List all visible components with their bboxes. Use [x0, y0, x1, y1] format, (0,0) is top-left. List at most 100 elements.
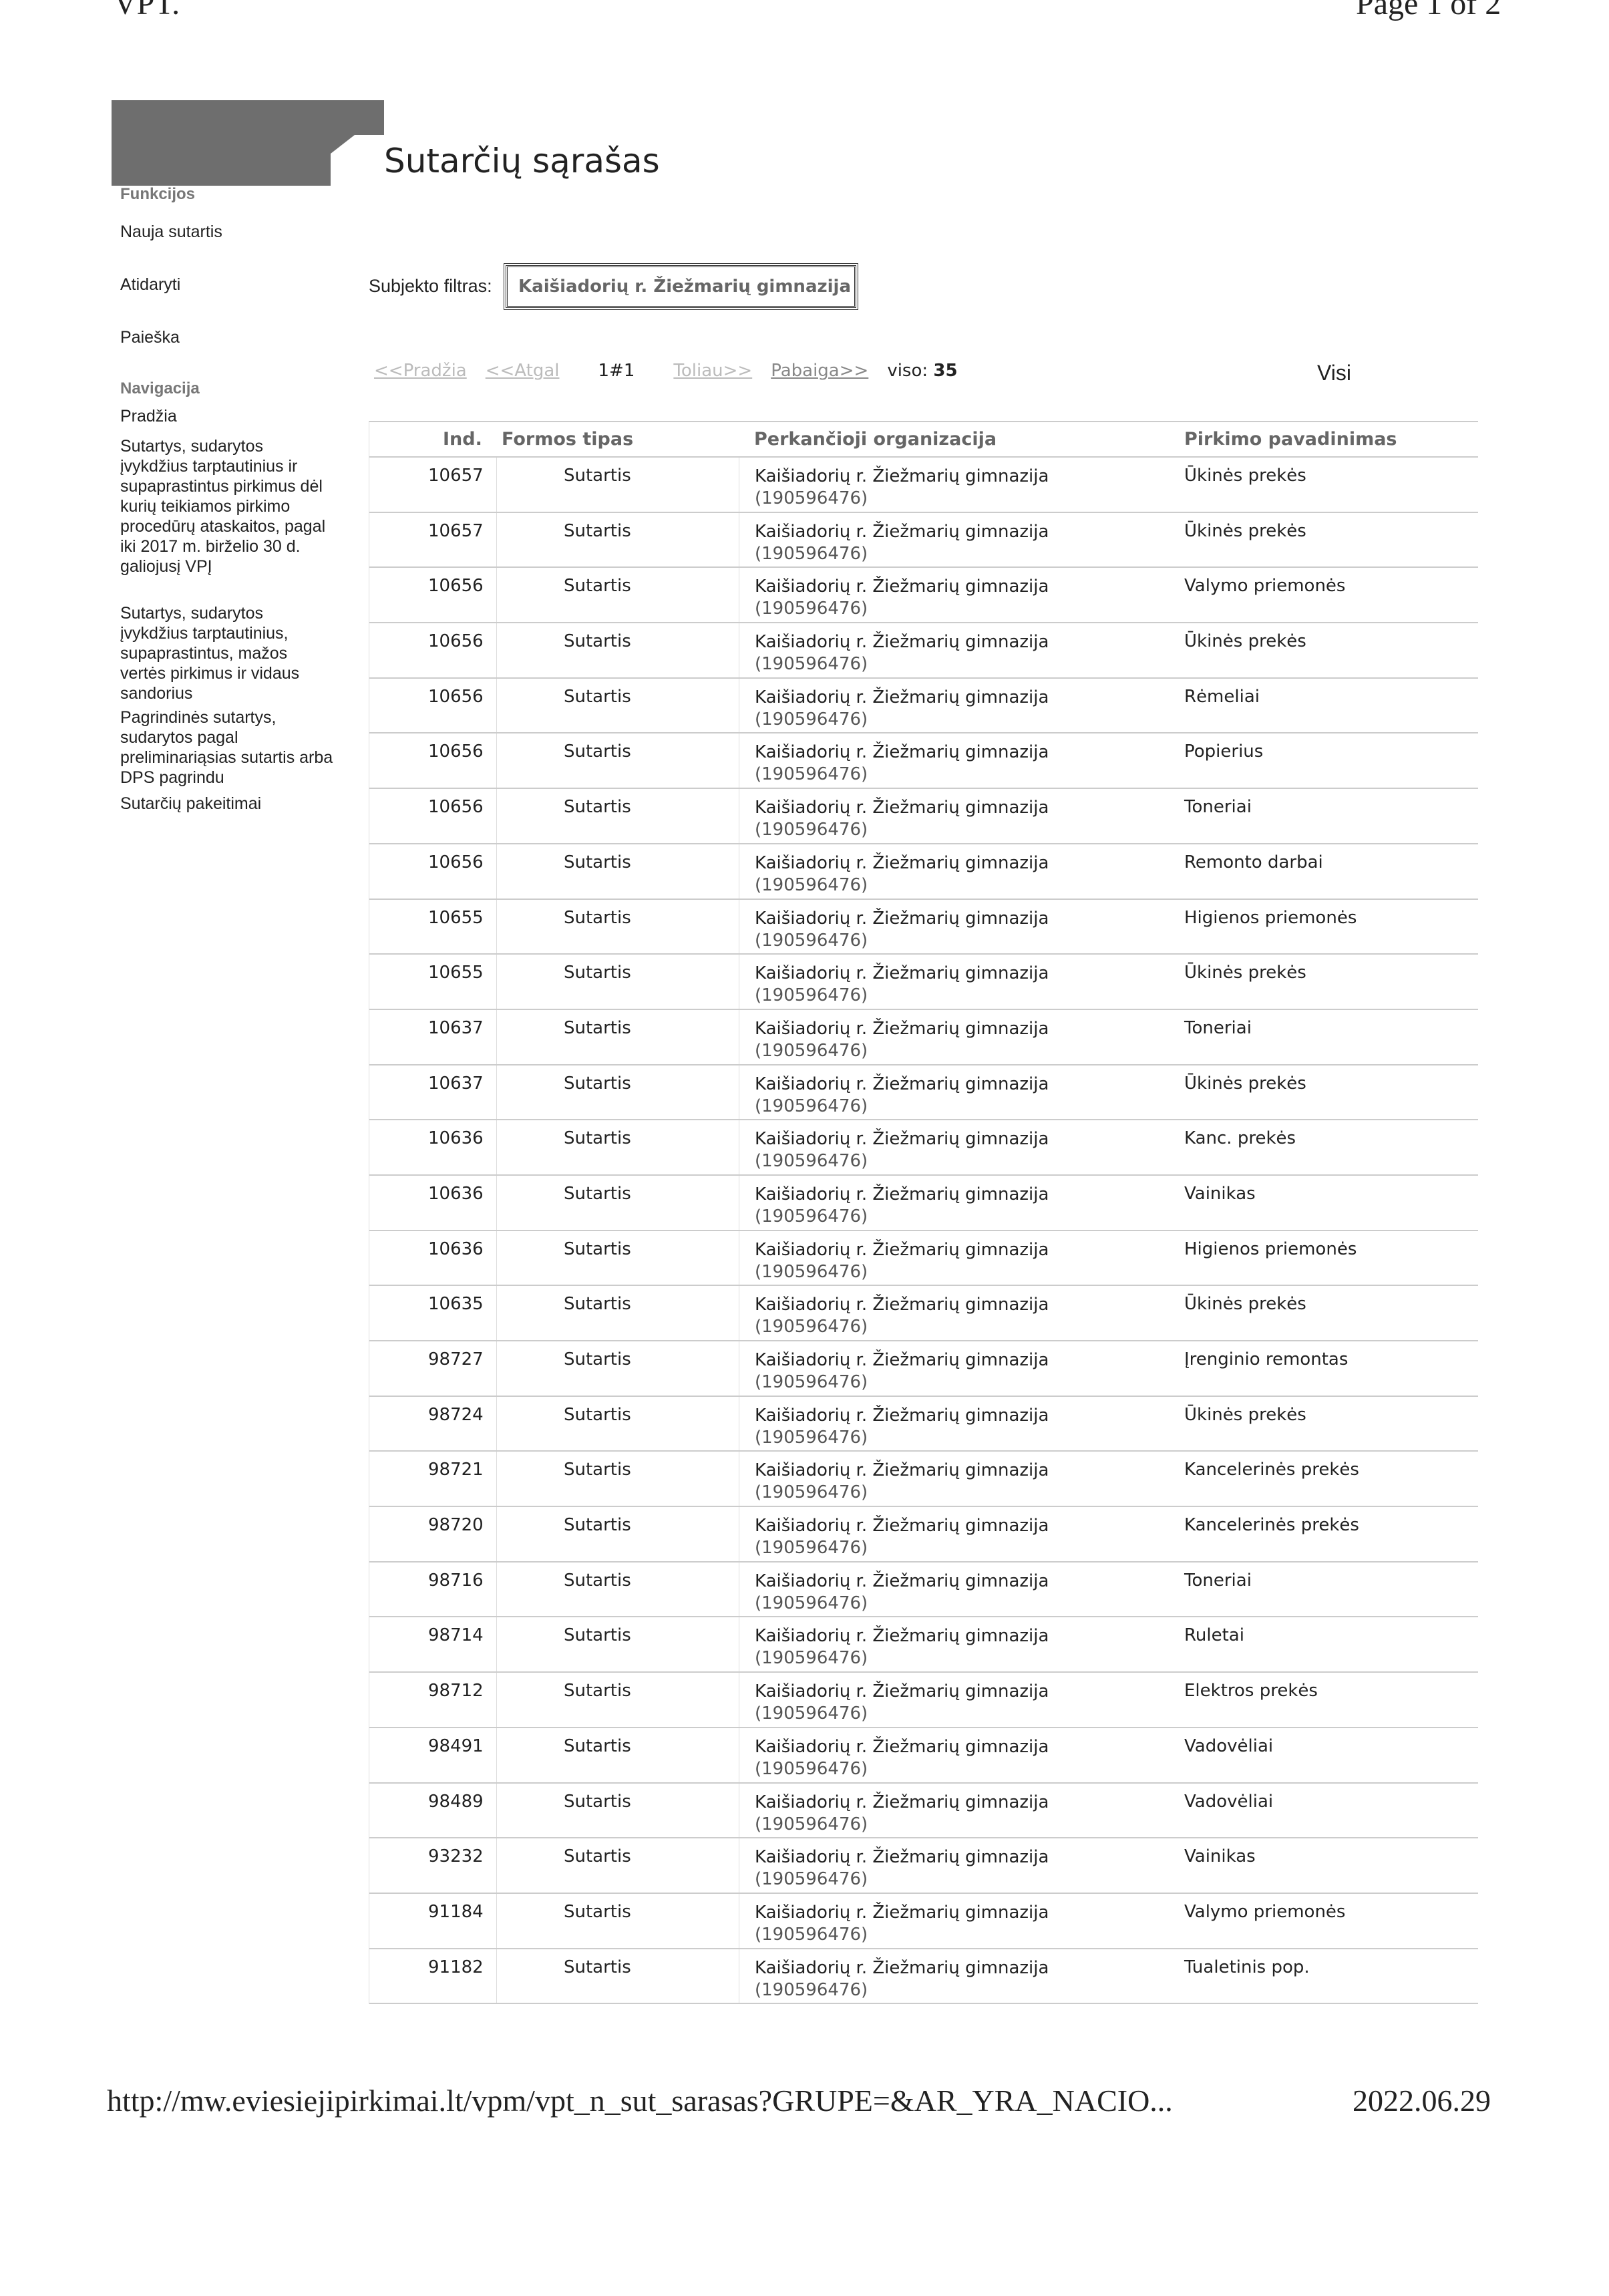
cell-form-type: Sutartis: [496, 1949, 739, 2003]
table-row[interactable]: 98721 Sutartis Kaišiadorių r. Žiežmarių gi…: [369, 1452, 1478, 1508]
table-row[interactable]: 10636 Sutartis Kaišiadorių r. Žiežmarių gi…: [369, 1175, 1478, 1231]
cell-ind[interactable]: 98712: [428, 1681, 484, 1701]
table-row[interactable]: 10656 Sutartis Kaišiadorių r. Žiežmarių gi…: [369, 568, 1478, 624]
org-code: (190596476): [755, 1261, 868, 1282]
org-code: (190596476): [755, 1151, 868, 1172]
cell-ind[interactable]: 98724: [428, 1404, 484, 1425]
cell-purchase-name: Ūkinės prekės: [1184, 1404, 1306, 1425]
cell-ind[interactable]: 98721: [428, 1460, 484, 1480]
sidebar-item-contracts-old-vpi[interactable]: Sutartys, sudarytos įvykdžius tarptautin…: [120, 437, 326, 576]
cell-ind[interactable]: 93232: [428, 1846, 484, 1867]
cell-form-type: Sutartis: [496, 1562, 739, 1617]
sidebar-item-search[interactable]: Paieška: [120, 328, 180, 347]
table-row[interactable]: 10636 Sutartis Kaišiadorių r. Žiežmarių gi…: [369, 1120, 1478, 1176]
cell-purchasing-org: Kaišiadorių r. Žiežmarių gimnazija (19059…: [739, 1783, 1170, 1838]
pagination: <<Pradžia <<Atgal 1#1 Toliau>> Pabaiga>>…: [374, 361, 958, 381]
sidebar-item-home[interactable]: Pradžia: [120, 407, 177, 426]
table-row[interactable]: 10656 Sutartis Kaišiadorių r. Žiežmarių gi…: [369, 623, 1478, 679]
sidebar-item-open[interactable]: Atidaryti: [120, 275, 181, 294]
header-form-type[interactable]: Formos tipas: [502, 429, 634, 450]
cell-form-type: Sutartis: [496, 1507, 739, 1561]
cell-ind[interactable]: 10656: [428, 686, 484, 707]
table-row[interactable]: 10655 Sutartis Kaišiadorių r. Žiežmarių gi…: [369, 955, 1478, 1010]
table-row[interactable]: 10656 Sutartis Kaišiadorių r. Žiežmarių gi…: [369, 733, 1478, 790]
pager-first-link[interactable]: <<Pradžia: [374, 361, 467, 381]
cell-ind[interactable]: 98489: [428, 1791, 484, 1812]
org-code: (190596476): [755, 599, 868, 619]
cell-ind[interactable]: 98720: [428, 1515, 484, 1536]
table-row[interactable]: 91182 Sutartis Kaišiadorių r. Žiežmarių gi…: [369, 1949, 1478, 2005]
table-row[interactable]: 98714 Sutartis Kaišiadorių r. Žiežmarių gi…: [369, 1617, 1478, 1673]
show-all-link[interactable]: Visi: [1317, 361, 1351, 385]
org-code: (190596476): [755, 1427, 868, 1448]
pager-last-link[interactable]: Pabaiga>>: [771, 361, 869, 381]
cell-ind[interactable]: 10656: [428, 742, 484, 762]
cell-purchasing-org: Kaišiadorių r. Žiežmarių gimnazija (19059…: [739, 1673, 1170, 1727]
org-name: Kaišiadorių r. Žiežmarių gimnazija: [755, 1516, 1049, 1536]
cell-ind[interactable]: 10655: [428, 907, 484, 928]
cell-purchase-name: Toneriai: [1184, 1570, 1252, 1591]
table-row[interactable]: 98716 Sutartis Kaišiadorių r. Žiežmarių gi…: [369, 1562, 1478, 1618]
subject-filter-field[interactable]: Kaišiadorių r. Žiežmarių gimnazija: [504, 263, 858, 310]
table-row[interactable]: 98724 Sutartis Kaišiadorių r. Žiežmarių gi…: [369, 1396, 1478, 1452]
cell-ind[interactable]: 10637: [428, 1073, 484, 1094]
cell-ind[interactable]: 10635: [428, 1294, 484, 1315]
cell-ind[interactable]: 10656: [428, 576, 484, 597]
cell-ind[interactable]: 10636: [428, 1183, 484, 1204]
cell-ind[interactable]: 91182: [428, 1957, 484, 1977]
cell-form-type: Sutartis: [496, 678, 739, 733]
cell-form-type: Sutartis: [496, 1893, 739, 1948]
sidebar-item-main-contracts[interactable]: Pagrindinės sutartys, sudarytos pagal pr…: [120, 708, 333, 787]
sidebar-item-contract-changes[interactable]: Sutarčių pakeitimai: [120, 794, 262, 813]
table-row[interactable]: 10657 Sutartis Kaišiadorių r. Žiežmarių gi…: [369, 512, 1478, 568]
cell-purchasing-org: Kaišiadorių r. Žiežmarių gimnazija (19059…: [739, 899, 1170, 954]
table-row[interactable]: 98489 Sutartis Kaišiadorių r. Žiežmarių gi…: [369, 1783, 1478, 1839]
table-row[interactable]: 10656 Sutartis Kaišiadorių r. Žiežmarių gi…: [369, 844, 1478, 900]
cell-purchasing-org: Kaišiadorių r. Žiežmarių gimnazija (19059…: [739, 458, 1170, 512]
header-ind[interactable]: Ind.: [443, 429, 482, 450]
header-purchasing-org[interactable]: Perkančioji organizacija: [754, 429, 997, 450]
cell-ind[interactable]: 10656: [428, 631, 484, 652]
table-row[interactable]: 10655 Sutartis Kaišiadorių r. Žiežmarių gi…: [369, 899, 1478, 955]
table-row[interactable]: 10656 Sutartis Kaišiadorių r. Žiežmarių gi…: [369, 789, 1478, 844]
table-row[interactable]: 98727 Sutartis Kaišiadorių r. Žiežmarių gi…: [369, 1341, 1478, 1397]
cell-ind[interactable]: 98727: [428, 1349, 484, 1369]
cell-ind[interactable]: 10636: [428, 1128, 484, 1149]
cell-ind[interactable]: 98716: [428, 1570, 484, 1591]
cell-ind[interactable]: 91184: [428, 1901, 484, 1922]
table-row[interactable]: 10637 Sutartis Kaišiadorių r. Žiežmarių gi…: [369, 1065, 1478, 1121]
site-logo-block: [112, 100, 384, 186]
table-row[interactable]: 98720 Sutartis Kaišiadorių r. Žiežmarių gi…: [369, 1507, 1478, 1563]
header-purchase-name[interactable]: Pirkimo pavadinimas: [1184, 429, 1397, 450]
table-row[interactable]: 10635 Sutartis Kaišiadorių r. Žiežmarių gi…: [369, 1286, 1478, 1341]
cell-ind[interactable]: 10657: [428, 466, 484, 486]
pager-next-link[interactable]: Toliau>>: [673, 361, 753, 381]
org-code: (190596476): [755, 1538, 868, 1559]
cell-form-type: Sutartis: [496, 955, 739, 1009]
sidebar-item-contracts-small-value[interactable]: Sutartys, sudarytos įvykdžius tarptautin…: [120, 604, 300, 703]
cell-ind[interactable]: 10636: [428, 1239, 484, 1259]
table-row[interactable]: 10656 Sutartis Kaišiadorių r. Žiežmarių gi…: [369, 678, 1478, 734]
cell-ind[interactable]: 10656: [428, 852, 484, 872]
pager-prev-link[interactable]: <<Atgal: [485, 361, 560, 381]
table-row[interactable]: 10636 Sutartis Kaišiadorių r. Žiežmarių gi…: [369, 1231, 1478, 1287]
cell-ind[interactable]: 10657: [428, 520, 484, 541]
sidebar-item-new-contract[interactable]: Nauja sutartis: [120, 222, 222, 241]
cell-ind[interactable]: 98491: [428, 1736, 484, 1756]
table-row[interactable]: 10657 Sutartis Kaišiadorių r. Žiežmarių gi…: [369, 458, 1478, 513]
table-row[interactable]: 10637 Sutartis Kaišiadorių r. Žiežmarių gi…: [369, 1009, 1478, 1065]
table-row[interactable]: 98712 Sutartis Kaišiadorių r. Žiežmarių gi…: [369, 1673, 1478, 1728]
cell-ind[interactable]: 98714: [428, 1625, 484, 1646]
cell-ind[interactable]: 10637: [428, 1017, 484, 1038]
cell-purchase-name: Ūkinės prekės: [1184, 631, 1306, 652]
cell-purchase-name: Vainikas: [1184, 1846, 1256, 1867]
cell-purchasing-org: Kaišiadorių r. Žiežmarių gimnazija (19059…: [739, 512, 1170, 567]
table-row[interactable]: 93232 Sutartis Kaišiadorių r. Žiežmarių gi…: [369, 1838, 1478, 1894]
cell-ind[interactable]: 10656: [428, 797, 484, 818]
cell-form-type: Sutartis: [496, 1175, 739, 1230]
table-row[interactable]: 98491 Sutartis Kaišiadorių r. Žiežmarių gi…: [369, 1728, 1478, 1784]
table-row[interactable]: 91184 Sutartis Kaišiadorių r. Žiežmarių gi…: [369, 1893, 1478, 1949]
org-code: (190596476): [755, 1869, 868, 1890]
cell-ind[interactable]: 10655: [428, 963, 484, 983]
cell-form-type: Sutartis: [496, 733, 739, 788]
